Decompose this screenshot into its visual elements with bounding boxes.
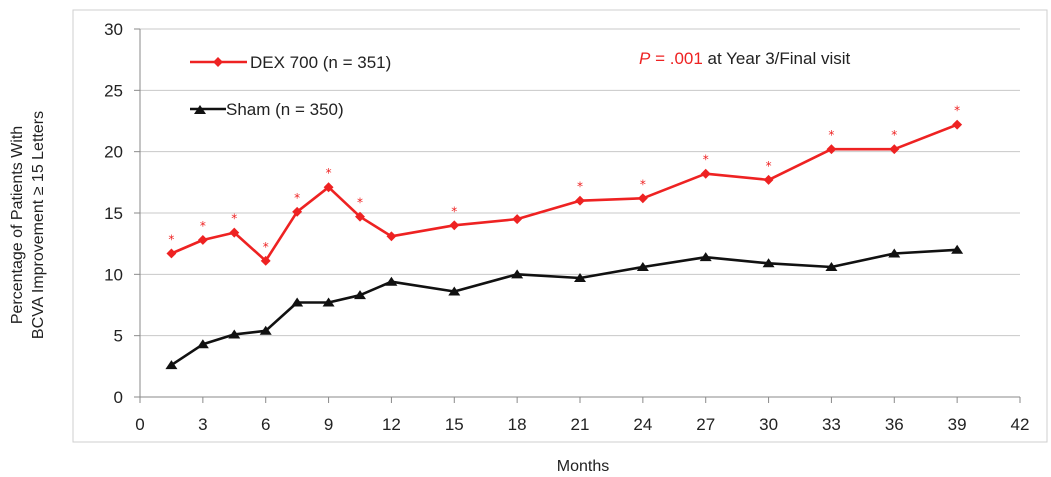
x-tick-label: 42 [1011,415,1030,434]
data-point [700,168,711,179]
x-tick-label: 27 [696,415,715,434]
significance-star: * [766,159,772,173]
significance-star: * [954,104,960,118]
axes [134,28,1021,403]
y-tick-labels: 0 5 10 15 20 25 30 [104,20,123,407]
significance-star: * [200,219,206,233]
series-line [170,123,958,263]
data-point [355,211,365,222]
p-value-context: at Year 3/Final visit [703,49,851,68]
significance-star: * [703,153,709,167]
data-point [291,297,304,307]
significance-star: * [640,177,646,191]
x-tick-label: 30 [759,415,778,434]
significance-star: * [294,191,300,205]
x-tick-label: 33 [822,415,841,434]
data-point [292,206,303,217]
x-tick-label: 21 [571,415,590,434]
p-symbol: P [639,49,651,68]
x-tick-label: 12 [382,415,401,434]
y-tick-label: 5 [114,327,123,346]
y-axis-title: Percentage of Patients With BCVA Improve… [9,111,47,339]
y-tick-label: 0 [114,388,123,407]
x-tick-label: 3 [198,415,207,434]
data-point [197,235,208,245]
data-point [762,258,775,268]
y-axis-title-line-2: BCVA Improvement ≥ 15 Letters [30,111,47,339]
x-tick-label: 39 [948,415,967,434]
x-tick-label: 15 [445,415,464,434]
series-dex700: * * * * * * * * * * * * * * * [166,104,963,266]
significance-star: * [891,128,897,142]
data-point [636,261,649,271]
x-tick-label: 36 [885,415,904,434]
data-point [699,252,712,262]
x-tick-label: 6 [261,415,270,434]
data-point [165,360,178,370]
data-point [637,193,648,204]
y-tick-label: 15 [104,204,123,223]
significance-star: * [577,180,583,194]
x-tick-label: 18 [508,415,527,434]
x-axis-title: Months [557,458,609,475]
significance-star: * [828,128,834,142]
series-sham [165,244,964,370]
data-point [228,329,241,339]
data-point [826,144,837,155]
y-tick-label: 30 [104,20,123,39]
data-point [825,261,838,271]
legend-label-dex700: DEX 700 (n = 351) [250,53,391,72]
data-point [260,255,271,266]
data-point [229,227,240,238]
legend-marker-dex700 [213,57,223,67]
data-point [323,182,334,193]
data-point [574,273,586,283]
series-line [170,248,958,367]
y-tick-label: 20 [104,143,123,162]
data-point [322,297,335,307]
y-axis-title-line-1: Percentage of Patients With [9,126,26,324]
data-point [952,119,963,130]
x-tick-label: 9 [324,415,333,434]
x-tick-label: 24 [633,415,652,434]
data-point [448,286,461,296]
data-point [196,339,209,349]
data-point [763,174,774,185]
p-value: = .001 [650,49,702,68]
data-point [166,248,177,259]
legend: DEX 700 (n = 351) Sham (n = 350) [190,53,391,119]
significance-star: * [451,204,457,218]
data-point [511,269,524,279]
x-tick-labels: 0 3 6 9 12 15 18 21 24 27 30 33 36 39 42 [135,415,1029,434]
legend-item-sham: Sham (n = 350) [190,100,344,119]
significance-star: * [168,232,174,246]
data-point [889,144,900,155]
data-point [951,244,964,254]
data-point [386,231,397,242]
legend-label-sham: Sham (n = 350) [226,100,344,119]
significance-star: * [357,196,363,210]
data-point [575,195,585,206]
grid-lines [140,28,1020,337]
legend-item-dex700: DEX 700 (n = 351) [190,53,391,72]
significance-star: * [326,166,332,180]
y-tick-label: 10 [104,265,123,284]
y-tick-label: 25 [104,81,123,100]
data-point [888,248,901,258]
data-point [354,290,366,300]
p-value-annotation: P = .001 at Year 3/Final visit [639,49,851,68]
data-point [259,325,272,335]
series-layer: * * * * * * * * * * * * * * * [165,104,964,370]
legend-marker-sham [194,105,206,114]
chart-frame [72,9,1048,443]
x-tick-label: 0 [135,415,144,434]
significance-star: * [263,240,269,254]
data-point [512,214,523,225]
significance-star: * [231,212,237,226]
data-point [385,276,398,286]
data-point [449,220,460,231]
